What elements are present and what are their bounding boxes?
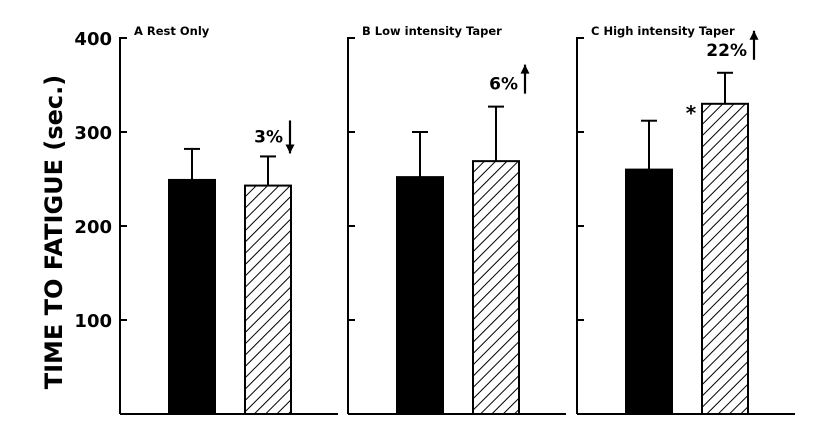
y-tick-label: 400 [74, 29, 112, 50]
panel-title: B Low intensity Taper [362, 24, 502, 38]
bar-pre-taper [625, 168, 673, 415]
panel-a: A Rest Only 3% [119, 24, 338, 415]
bar-post-taper [472, 160, 520, 415]
arrow-head-icon [749, 30, 759, 40]
panel-b: B Low intensity Taper 6% [347, 24, 566, 415]
y-axis-label: TIME TO FATIGUE (sec.) [40, 75, 68, 390]
bar-pre-taper [168, 178, 216, 415]
arrow-head-icon [285, 144, 295, 154]
y-tick-labels: 100 200 300 400 [74, 29, 112, 332]
panel-c: C High intensity Taper 22% * [576, 24, 795, 416]
bar-post-taper [701, 102, 749, 416]
y-tick-label: 100 [74, 311, 112, 332]
percent-change-label: 22% [706, 41, 747, 61]
y-tick-label: 300 [74, 123, 112, 144]
bar-post-taper [244, 184, 292, 415]
chart-panels: A Rest Only 3% B Low intensity Taper 6% C Hi… [119, 24, 795, 416]
bar-pre-taper [396, 176, 444, 415]
significance-marker: * [686, 101, 697, 125]
panel-title: C High intensity Taper [591, 24, 735, 38]
y-tick-label: 200 [74, 217, 112, 238]
percent-change-label: 3% [254, 127, 283, 147]
percent-change-label: 6% [489, 75, 518, 95]
arrow-head-icon [520, 64, 530, 74]
panel-title: A Rest Only [134, 24, 210, 38]
